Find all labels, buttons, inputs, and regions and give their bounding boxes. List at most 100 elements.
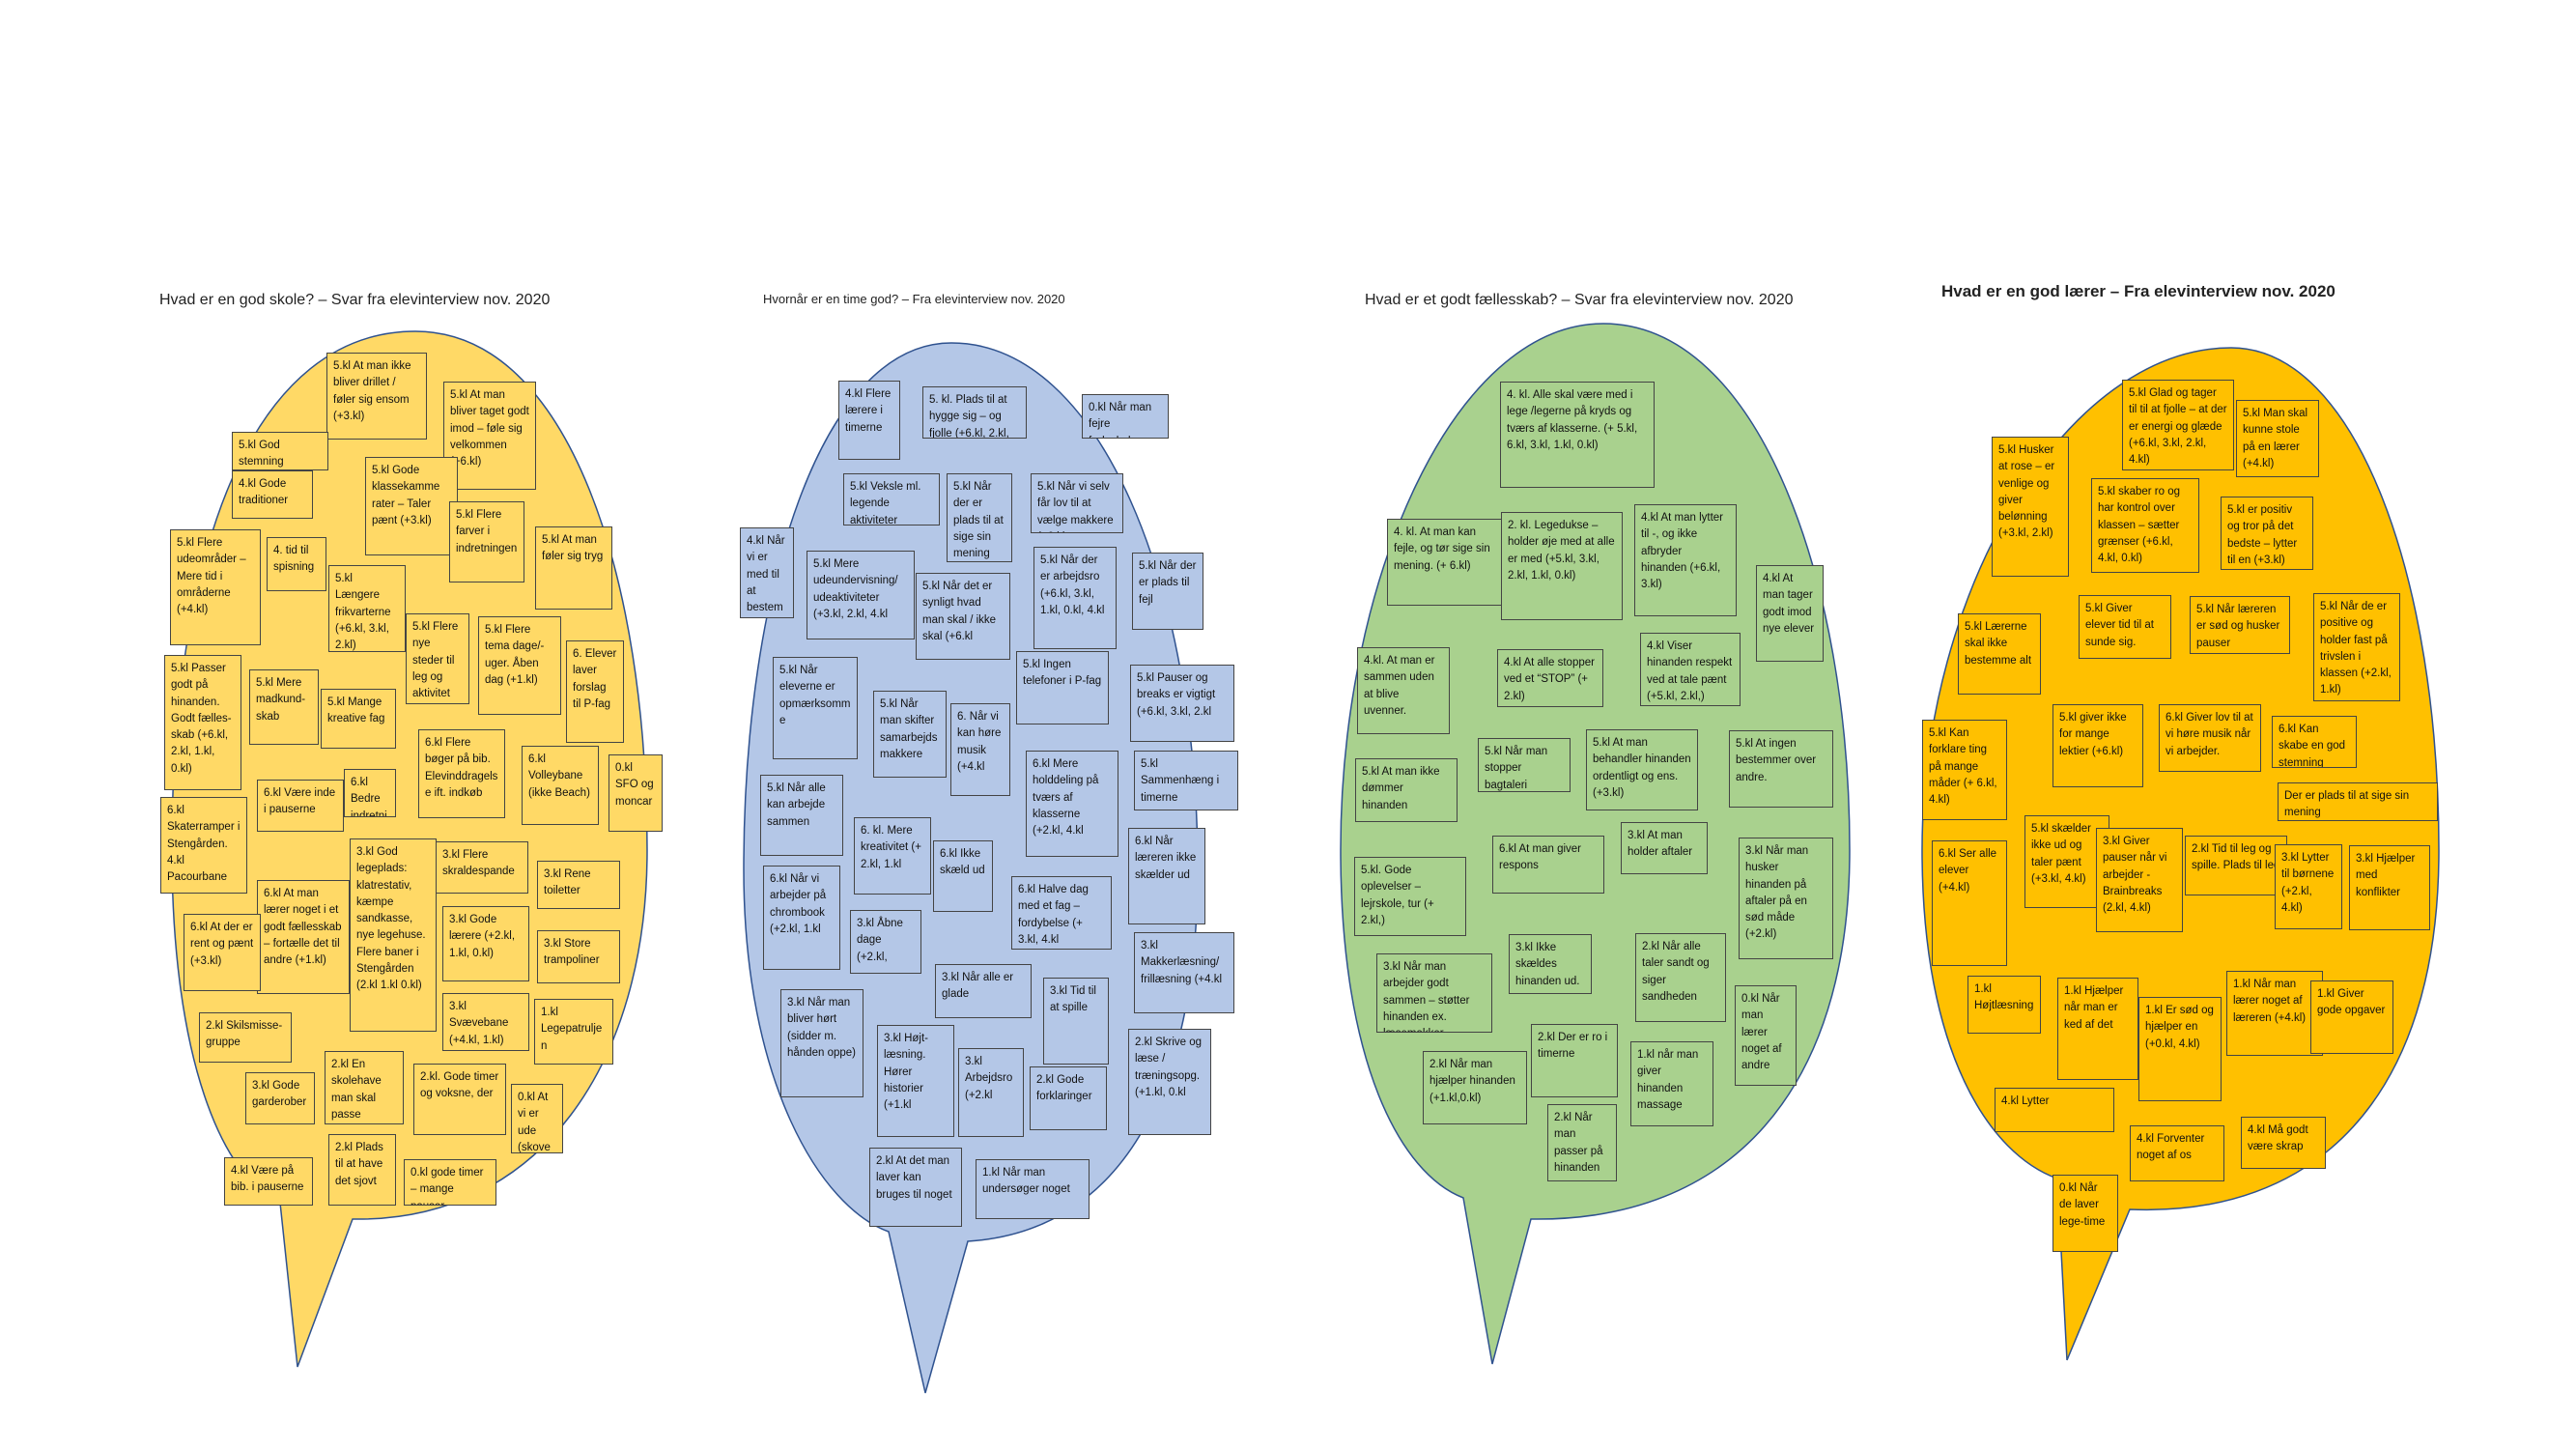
sticky-note-community: 3.kl Ikke skældes hinanden ud. [1509, 934, 1592, 994]
sticky-note-lesson: 5.kl Pauser og breaks er vigtigt (+6.kl,… [1130, 665, 1234, 742]
sticky-note-lesson: 4.kl Flere lærere i timerne [838, 381, 900, 460]
sticky-note-community: 5.kl At ingen bestemmer over andre. [1729, 730, 1833, 808]
sticky-note-school: 3.kl Flere skraldespande [436, 841, 528, 894]
sticky-note-lesson: 5.kl Når det er synligt hvad man skal / … [916, 573, 1010, 660]
sticky-note-lesson: 2.kl Gode forklaringer [1030, 1066, 1107, 1130]
sticky-note-lesson: 5.kl Når man skifter samarbejds makkere [873, 691, 947, 778]
sticky-note-teacher: 4.kl Lytter [1995, 1088, 2114, 1132]
sticky-note-lesson: 6.kl Halve dag med et fag – fordybelse (… [1011, 876, 1112, 950]
bubble-title-lesson: Hvornår er en time god? – Fra elevinterv… [763, 292, 1065, 306]
sticky-note-school: 1.kl Legepatruljen [534, 999, 613, 1065]
sticky-note-lesson: 5. kl. Plads til at hygge sig – og fjoll… [922, 386, 1027, 439]
sticky-note-school: 0.kl SFO og moncar [609, 754, 663, 832]
sticky-note-school: 2.kl Skilsmisse-gruppe [199, 1012, 292, 1063]
sticky-note-teacher: 5.kl Når læreren er sød og husker pauser [2190, 596, 2290, 654]
sticky-note-lesson: 6. kl. Mere kreativitet (+ 2.kl, 1.kl [854, 817, 931, 895]
sticky-note-lesson: 0.kl Når man fejre fødselsdag [1082, 394, 1169, 439]
sticky-note-school: 6.kl At der er rent og pænt (+3.kl) [184, 914, 261, 991]
sticky-note-community: 2.kl Når man hjælper hinanden (+1.kl,0.k… [1423, 1051, 1527, 1124]
sticky-note-teacher: 5.kl Man skal kunne stole på en lærer (+… [2236, 400, 2319, 477]
sticky-note-community: 6.kl At man giver respons [1492, 836, 1604, 894]
sticky-note-teacher: 6.kl Ser alle elever (+4.kl) [1932, 840, 2007, 966]
sticky-note-teacher: 6.kl Giver lov til at vi høre musik når … [2159, 704, 2261, 772]
sticky-note-lesson: 4.kl Når vi er med til at bestemme [740, 527, 794, 618]
sticky-note-lesson: 5.kl Mere udeundervisning/ udeaktivitete… [807, 551, 915, 639]
sticky-note-teacher: 1.kl Når man lærer noget af læreren (+4.… [2226, 971, 2323, 1056]
sticky-note-lesson: 3.kl Arbejdsro (+2.kl [958, 1048, 1024, 1137]
sticky-note-lesson: 6.kl Ikke skæld ud [933, 840, 993, 912]
sticky-note-teacher: 1.kl Er sød og hjælper en (+0.kl, 4.kl) [2138, 997, 2222, 1101]
sticky-note-school: 3.kl Gode garderober [245, 1072, 315, 1124]
sticky-note-school: 5.kl Gode klassekamme rater – Taler pænt… [365, 457, 458, 555]
sticky-note-community: 5.kl. Gode oplevelser – lejrskole, tur (… [1354, 857, 1466, 936]
sticky-note-teacher: 5.kl Når de er positive og holder fast p… [2313, 593, 2400, 701]
sticky-note-school: 0.kl At vi er ude (skoven) [511, 1084, 563, 1153]
sticky-note-school: 6.kl Skaterramper i Stengården. 4.kl Pac… [160, 797, 247, 894]
sticky-note-community: 5.kl At man behandler hinanden ordentlig… [1586, 729, 1698, 810]
sticky-note-lesson: 3.kl Makkerlæsning/ frillæsning (+4.kl [1134, 932, 1234, 1013]
sticky-note-community: 1.kl når man giver hinanden massage [1630, 1041, 1713, 1126]
sticky-note-school: 5.kl At man føler sig tryg [535, 526, 612, 610]
sticky-note-teacher: 6.kl Kan skabe en god stemning [2272, 716, 2357, 768]
sticky-note-school: 4. tid til spisning [267, 537, 326, 591]
sticky-note-school: 5.kl Mange kreative fag [321, 689, 396, 749]
sticky-note-lesson: 3.kl Åbne dage (+2.kl, [850, 910, 921, 974]
sticky-note-teacher: 1.kl Giver gode opgaver [2310, 980, 2393, 1054]
sticky-note-teacher: 4.kl Må godt være skrap [2241, 1117, 2326, 1169]
sticky-note-community: 2.kl Når alle taler sandt og siger sandh… [1635, 933, 1726, 1022]
sticky-note-community: 4.kl At man tager godt imod nye elever [1756, 565, 1824, 662]
sticky-note-lesson: 5.kl Når eleverne er opmærksomme [773, 657, 858, 759]
sticky-note-school: 5.kl Mere madkund-skab [249, 669, 319, 745]
sticky-note-school: 6. Elever laver forslag til P-fag [566, 640, 624, 743]
sticky-note-lesson: 2.kl Skrive og læse / træningsopg. (+1.k… [1128, 1029, 1211, 1135]
bubble-title-teacher: Hvad er en god lærer – Fra elevinterview… [1941, 282, 2335, 300]
sticky-note-teacher: 5.kl Lærerne skal ikke bestemme alt [1958, 613, 2041, 695]
sticky-note-teacher: 4.kl Forventer noget af os [2130, 1125, 2224, 1181]
sticky-note-community: 4.kl At alle stopper ved et “STOP” (+ 2.… [1497, 649, 1603, 707]
sticky-note-lesson: 3.kl Når alle er glade [935, 964, 1032, 1018]
sticky-note-community: 0.kl Når man lærer noget af andre [1735, 985, 1797, 1086]
sticky-note-school: 4.kl Gode traditioner [232, 470, 313, 519]
sticky-note-community: 3.kl Når man arbejder godt sammen – støt… [1376, 953, 1492, 1033]
sticky-note-teacher: Der er plads til at sige sin mening [2278, 782, 2438, 821]
sticky-note-school: 6.kl Volleybane (ikke Beach) [522, 746, 599, 825]
sticky-note-lesson: 5.kl Når der er arbejdsro (+6.kl, 3.kl, … [1033, 547, 1117, 649]
sticky-note-school: 6.kl Være inde i pauserne [257, 780, 344, 832]
bubble-title-community: Hvad er et godt fællesskab? – Svar fra e… [1365, 292, 1794, 308]
sticky-note-lesson: 3.kl Når man bliver hørt (sidder m. hånd… [780, 989, 863, 1097]
sticky-note-teacher: 5.kl skælder ikke ud og taler pænt (+3.k… [2024, 815, 2109, 908]
sticky-note-lesson: 6.kl Når læreren ikke skælder ud [1128, 828, 1205, 924]
sticky-note-community: 4. kl. Alle skal være med i lege /legern… [1500, 382, 1655, 488]
sticky-note-community: 5.kl Når man stopper bagtaleri [1478, 738, 1571, 792]
sticky-note-community: 4.kl Viser hinanden respekt ved at tale … [1640, 633, 1741, 706]
sticky-note-teacher: 5.kl Glad og tager til til at fjolle – a… [2122, 380, 2234, 470]
sticky-note-community: 4.kl. At man er sammen uden at blive uve… [1357, 647, 1450, 734]
sticky-note-school: 3.kl Store trampoliner [537, 930, 620, 983]
sticky-note-community: 5.kl At man ikke dømmer hinanden [1355, 758, 1458, 822]
sticky-note-lesson: 6.kl Når vi arbejder på chrombook (+2.kl… [763, 866, 840, 970]
sticky-note-lesson: 5.kl Når der er plads til fejl [1132, 553, 1203, 630]
sticky-note-lesson: 5.kl Når alle kan arbejde sammen [760, 775, 843, 856]
sticky-note-community: 2.kl Der er ro i timerne [1531, 1024, 1618, 1097]
sticky-note-school: 3.kl Gode lærere (+2.kl, 1.kl, 0.kl) [442, 906, 529, 981]
sticky-note-community: 3.kl At man holder aftaler [1621, 822, 1708, 874]
sticky-note-school: 5.kl Flere udeområder – Mere tid i områd… [170, 529, 261, 645]
sticky-note-school: 3.kl Svævebane (+4.kl, 1.kl) [442, 993, 529, 1051]
sticky-note-teacher: 5.kl Husker at rose – er venlige og give… [1992, 437, 2069, 577]
sticky-note-teacher: 5.kl er positiv og tror på det bedste – … [2221, 497, 2313, 570]
sticky-note-community: 2. kl. Legedukse – holder øje med at all… [1501, 512, 1623, 620]
sticky-note-school: 6.kl Bedre indretning [344, 769, 396, 817]
sticky-note-school: 2.kl En skolehave man skal passe [325, 1051, 404, 1124]
sticky-note-school: 0.kl gode timer – mange pauser [404, 1159, 496, 1206]
sticky-note-teacher: 0.kl Når de laver lege-time [2052, 1175, 2118, 1252]
bubble-title-school: Hvad er en god skole? – Svar fra elevint… [159, 292, 551, 308]
sticky-note-lesson: 3.kl Tid til at spille [1043, 978, 1109, 1065]
sticky-note-school: 5.kl Længere frikvarterne (+6.kl, 3.kl, … [328, 565, 406, 652]
sticky-note-teacher: 5.kl Kan forklare ting på mange måder (+… [1922, 720, 2007, 820]
sticky-note-teacher: 3.kl Lytter til børnene (+2.kl, 4.kl) [2275, 844, 2342, 929]
sticky-note-lesson: 2.kl At det man laver kan bruges til nog… [869, 1148, 962, 1227]
sticky-note-community: 2.kl Når man passer på hinanden [1547, 1104, 1617, 1181]
sticky-note-teacher: 5.kl Giver elever tid til at sunde sig. [2079, 595, 2171, 659]
sticky-note-lesson: 6. Når vi kan høre musik (+4.kl [950, 703, 1010, 796]
